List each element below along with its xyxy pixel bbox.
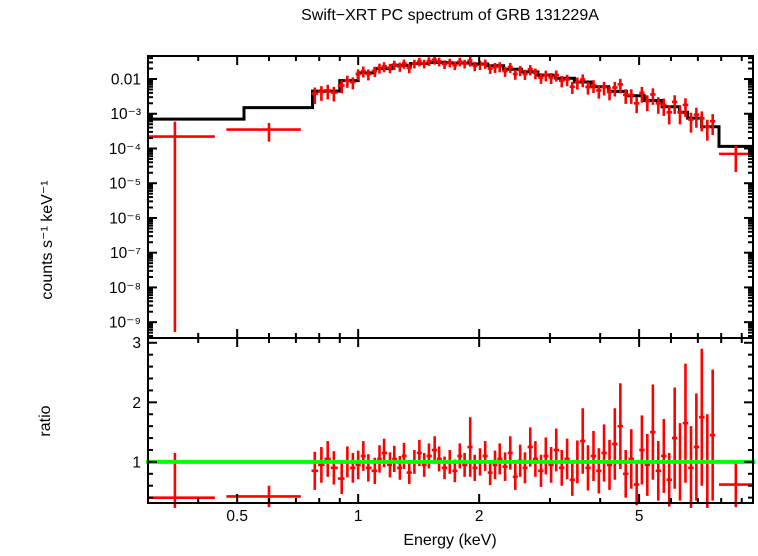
y-top-tick-label: 10⁻³: [110, 106, 141, 123]
tick-labels: 0.01 10⁻³ 10⁻⁴ 10⁻⁵ 10⁻⁶ 10⁻⁷ 10⁻⁸ 10⁻⁹ 1 2 3 0.5 1 2…: [109, 71, 644, 525]
x-tick-label: 2: [475, 508, 484, 525]
ratio-data-points: [148, 348, 753, 508]
plot-frame: [147, 55, 754, 504]
x-tick-label: 5: [635, 508, 644, 525]
y-top-tick-label: 10⁻⁴: [109, 141, 141, 158]
y-top-tick-label: 10⁻⁹: [109, 315, 141, 332]
y-top-tick-label: 10⁻⁸: [109, 280, 141, 297]
y-bottom-tick-label: 1: [132, 454, 141, 471]
y-top-tick-label: 10⁻⁵: [109, 176, 141, 193]
y-top-tick-label: 10⁻⁷: [110, 245, 141, 262]
y-bottom-tick-label: 3: [132, 335, 141, 352]
spectrum-data-points: [148, 57, 753, 332]
x-tick-label: 1: [354, 508, 363, 525]
x-tick-label: 0.5: [226, 508, 248, 525]
y-top-tick-label: 10⁻⁶: [109, 210, 141, 227]
y-top-tick-label: 0.01: [111, 71, 141, 88]
axis-ticks: [148, 56, 753, 503]
x-axis-label: Energy (keV): [403, 532, 497, 549]
figure-title: Swift−XRT PC spectrum of GRB 131229A: [301, 7, 599, 24]
y-bottom-tick-label: 2: [132, 395, 141, 412]
